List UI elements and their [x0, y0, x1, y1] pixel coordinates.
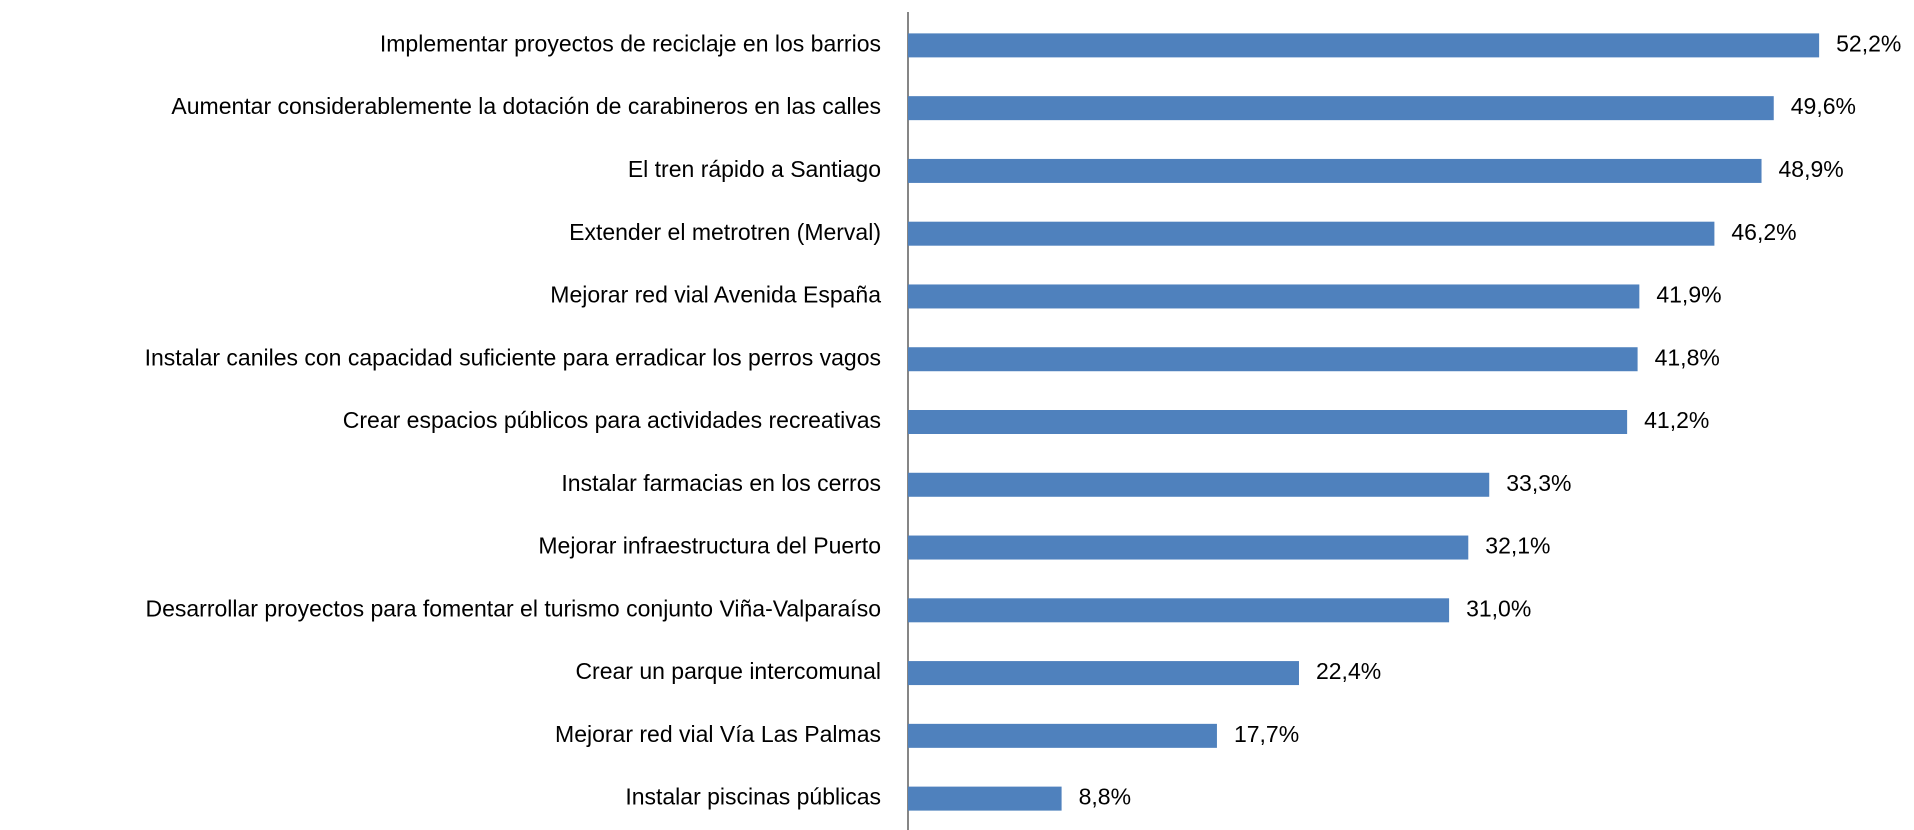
bar [908, 158, 1762, 183]
bar [908, 410, 1628, 434]
value-label: 8,8% [1079, 784, 1131, 810]
value-label: 52,2% [1836, 30, 1901, 56]
category-label: El tren rápido a Santiago [628, 156, 881, 182]
value-label: 31,0% [1466, 595, 1531, 621]
category-label: Crear espacios públicos para actividades… [343, 407, 881, 433]
bar [908, 472, 1490, 497]
value-label: 49,6% [1791, 93, 1856, 119]
bar [908, 723, 1217, 748]
category-label: Desarrollar proyectos para fomentar el t… [145, 595, 881, 621]
value-label: 48,9% [1779, 156, 1844, 182]
category-label: Instalar farmacias en los cerros [561, 470, 881, 496]
bar [908, 33, 1820, 58]
category-label: Extender el metrotren (Merval) [569, 219, 881, 245]
value-label: 41,8% [1655, 344, 1720, 370]
bar [908, 221, 1715, 246]
category-label: Implementar proyectos de reciclaje en lo… [380, 30, 881, 56]
value-label: 41,9% [1656, 282, 1721, 308]
value-label: 22,4% [1316, 658, 1381, 684]
category-label: Mejorar red vial Avenida España [550, 282, 881, 308]
bar [908, 661, 1299, 686]
value-label: 33,3% [1506, 470, 1571, 496]
category-label: Mejorar infraestructura del Puerto [538, 533, 881, 559]
category-label: Instalar caniles con capacidad suficient… [145, 344, 881, 370]
value-label: 46,2% [1731, 219, 1796, 245]
bar [908, 284, 1640, 309]
value-label: 32,1% [1485, 533, 1550, 559]
bar [908, 535, 1469, 560]
category-label: Aumentar considerablemente la dotación d… [171, 93, 881, 119]
category-label: Instalar piscinas públicas [625, 784, 881, 810]
bar [908, 347, 1638, 372]
bar [908, 786, 1062, 811]
category-label: Crear un parque intercomunal [575, 658, 881, 684]
category-label: Mejorar red vial Vía Las Palmas [555, 721, 881, 747]
value-label: 17,7% [1234, 721, 1299, 747]
value-label: 41,2% [1644, 407, 1709, 433]
bar [908, 598, 1450, 623]
bar [908, 96, 1774, 121]
